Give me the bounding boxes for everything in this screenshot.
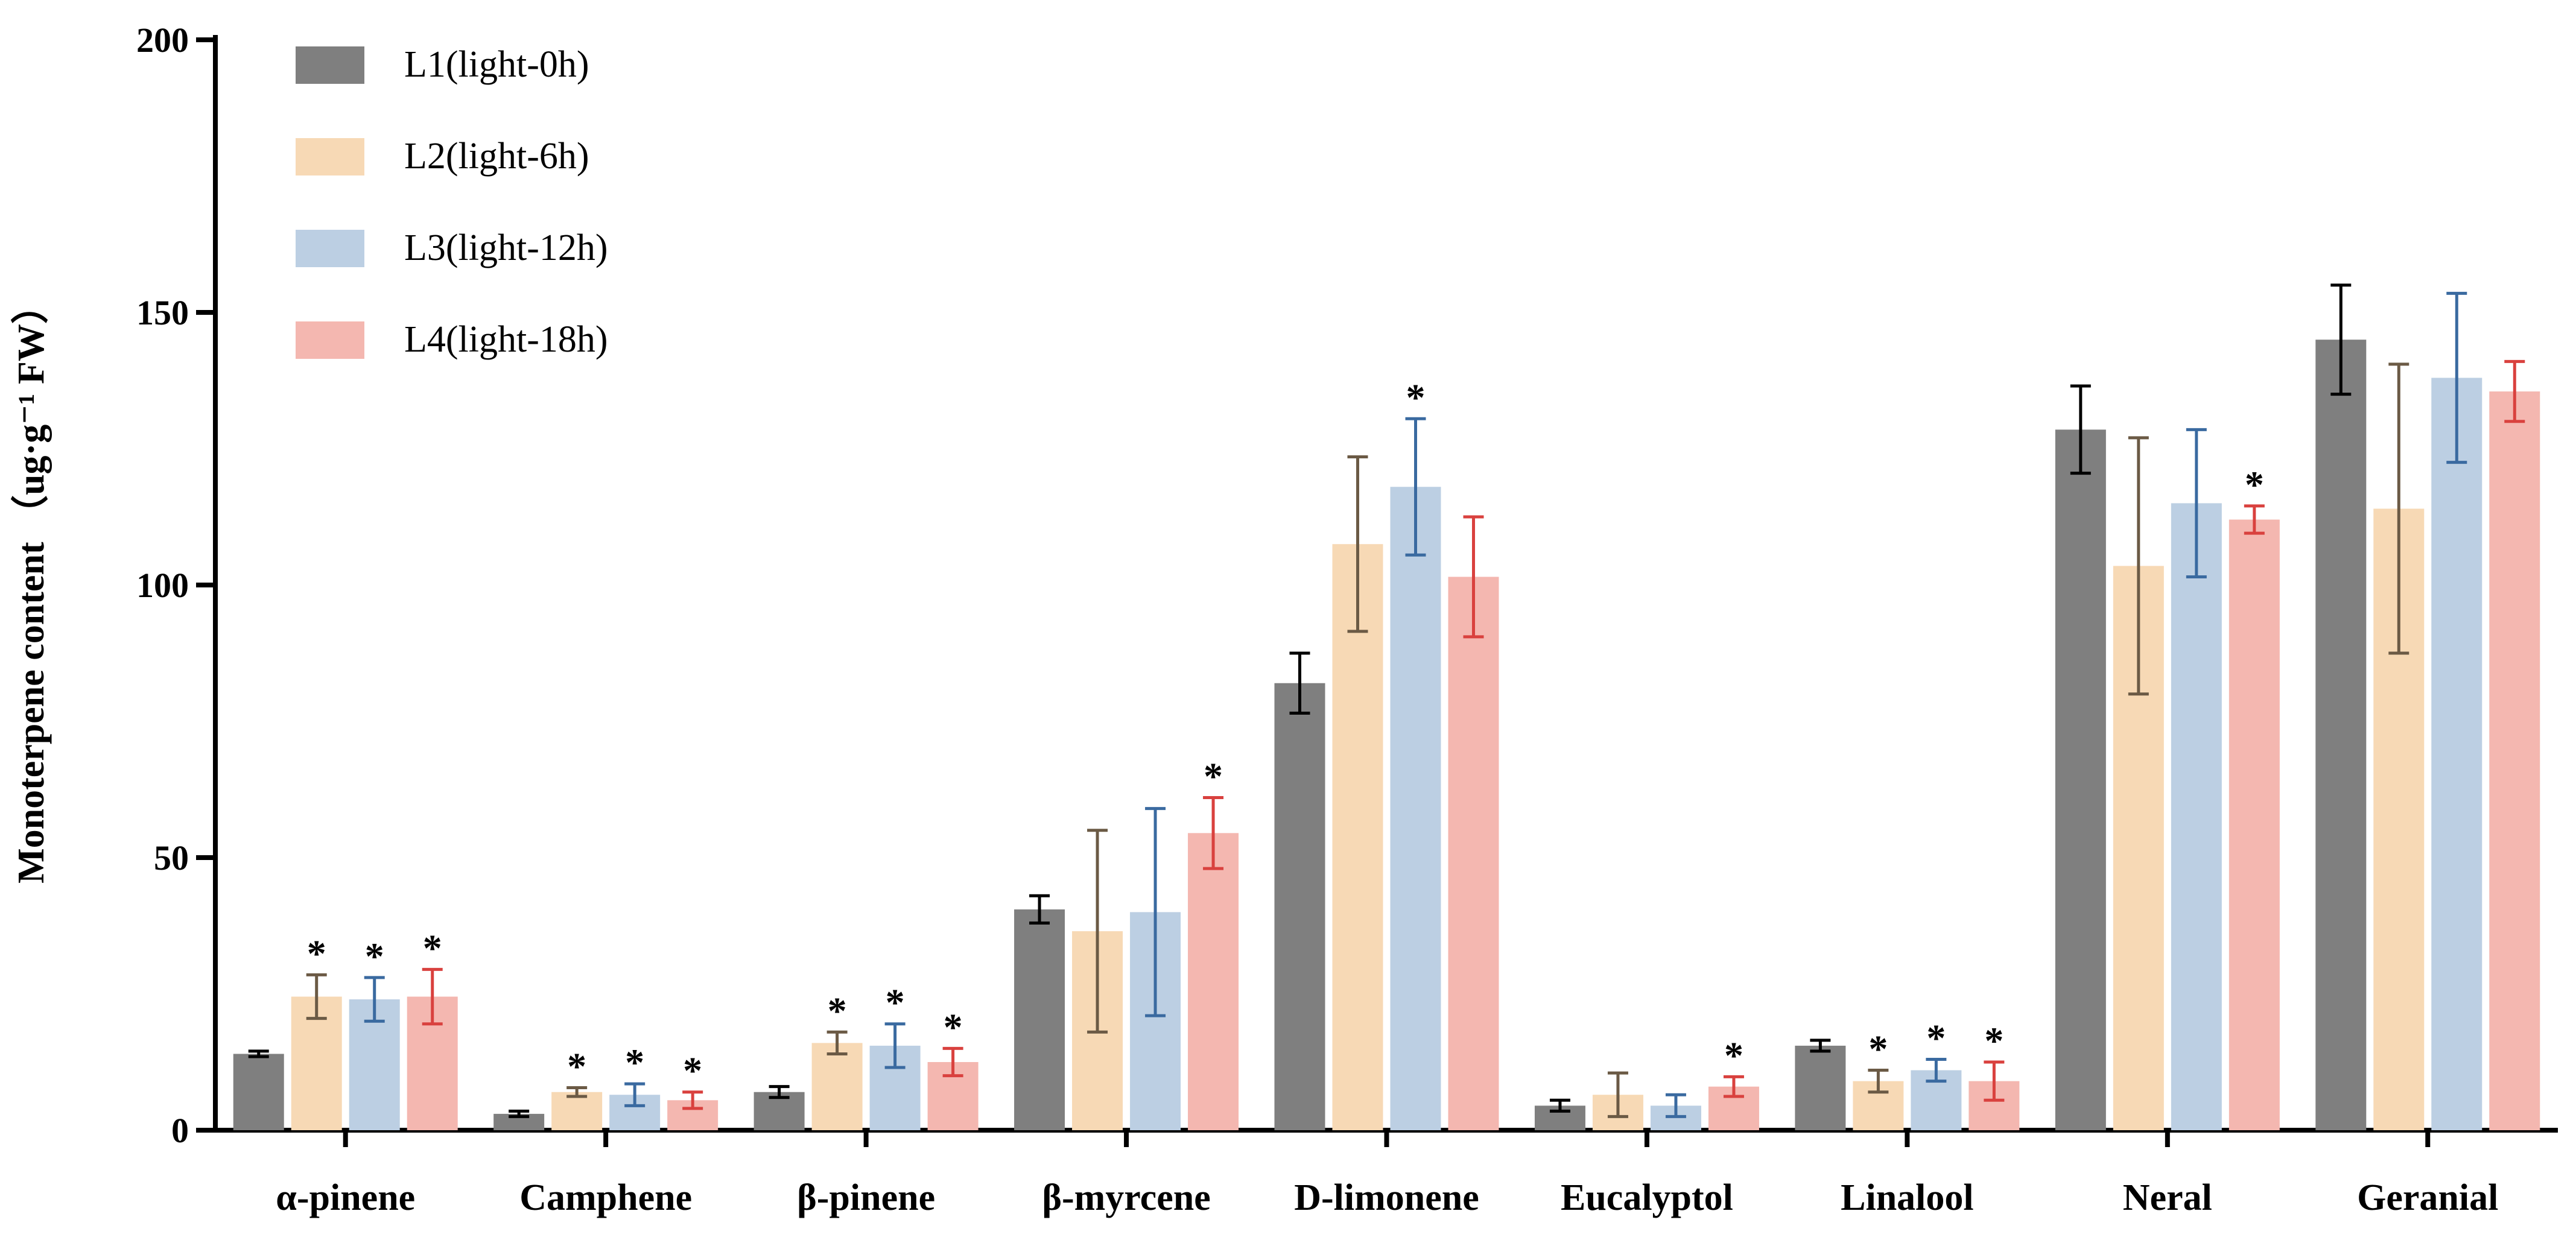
y-tick-label: 0 xyxy=(171,1111,189,1150)
significance-marker: * xyxy=(2245,463,2264,506)
y-tick-label: 50 xyxy=(154,838,189,878)
bar xyxy=(2171,503,2222,1130)
bar xyxy=(1448,577,1499,1130)
x-tick-label: Geranial xyxy=(2357,1177,2498,1218)
y-tick-label: 100 xyxy=(136,566,189,605)
significance-marker: * xyxy=(1204,755,1223,798)
bars-layer: * * * * * * * * * * * * * * * * xyxy=(233,283,2540,1131)
bar xyxy=(2315,340,2367,1131)
x-tick-label: β-myrcene xyxy=(1042,1177,1210,1218)
significance-marker: * xyxy=(1984,1019,2003,1062)
legend-label: L1(light-0h) xyxy=(404,44,589,85)
x-tick-label: Linalool xyxy=(1841,1177,1974,1218)
y-tick-label: 200 xyxy=(136,21,189,60)
bar xyxy=(1014,909,1065,1130)
y-axis: 0 50 100 150 200 xyxy=(136,21,218,1150)
significance-marker: * xyxy=(944,1005,963,1048)
bar xyxy=(2489,391,2540,1130)
significance-marker: * xyxy=(1868,1028,1888,1070)
legend-swatch xyxy=(296,138,364,176)
bar xyxy=(811,1043,863,1130)
significance-marker: * xyxy=(567,1045,586,1087)
bar xyxy=(1274,683,1325,1130)
significance-marker: * xyxy=(886,981,905,1024)
significance-marker: * xyxy=(307,932,326,975)
bar xyxy=(233,1054,284,1130)
bar xyxy=(2229,519,2280,1130)
bar xyxy=(1332,544,1383,1130)
legend: L1(light-0h) L2(light-6h) L3(light-12h) L4(… xyxy=(296,44,608,360)
significance-marker: * xyxy=(1926,1016,1946,1059)
significance-marker: * xyxy=(683,1049,702,1092)
x-tick-label: β-pinene xyxy=(797,1177,935,1218)
x-tick-label: Eucalyptol xyxy=(1561,1177,1733,1218)
significance-marker: * xyxy=(423,926,442,969)
legend-label: L4(light-18h) xyxy=(404,319,608,360)
significance-marker: * xyxy=(828,989,847,1032)
x-tick-label: Neral xyxy=(2123,1177,2212,1218)
significance-marker: * xyxy=(1724,1034,1743,1077)
x-tick-label: Camphene xyxy=(519,1177,692,1218)
bar xyxy=(1795,1045,1846,1130)
legend-swatch xyxy=(296,321,364,359)
significance-marker: * xyxy=(625,1041,644,1084)
bar xyxy=(551,1092,603,1130)
significance-marker: * xyxy=(1406,376,1426,419)
bar xyxy=(2055,429,2106,1130)
legend-swatch xyxy=(296,230,364,267)
y-axis-title: Monoterpene content （ug·g⁻¹ FW） xyxy=(10,286,52,884)
bar xyxy=(1390,487,1441,1130)
significance-marker: * xyxy=(365,935,384,978)
y-tick-label: 150 xyxy=(136,293,189,332)
bar xyxy=(1188,833,1239,1130)
bar xyxy=(2431,378,2482,1130)
x-tick-label: D-limonene xyxy=(1294,1177,1479,1218)
legend-swatch xyxy=(296,46,364,84)
legend-label: L3(light-12h) xyxy=(404,227,608,268)
x-axis: α-pinene Camphene β-pinene β-myrcene D-limon… xyxy=(213,1128,2558,1218)
x-tick-label: α-pinene xyxy=(276,1177,415,1218)
legend-label: L2(light-6h) xyxy=(404,136,589,177)
